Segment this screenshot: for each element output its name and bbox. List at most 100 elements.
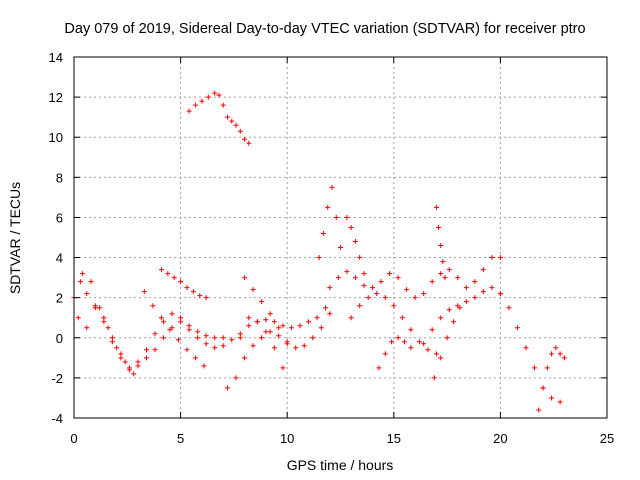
series-trace-r [497,291,563,405]
series-trace-m [348,291,439,357]
series-trace-j [316,184,343,261]
data-point [325,204,331,210]
data-point [84,325,90,331]
series-trace-l [344,214,367,277]
data-point [88,279,94,285]
data-point [233,122,239,128]
data-point [80,271,86,277]
data-point [193,355,199,361]
data-point [195,335,201,341]
data-point [161,335,167,341]
data-point [369,285,375,291]
data-point [193,102,199,108]
data-point [561,355,567,361]
x-tick-label: 20 [493,431,507,446]
data-point [352,239,358,245]
data-point [489,285,495,291]
data-point [421,291,427,297]
data-point [271,319,277,325]
y-tick-label: 2 [56,291,63,306]
data-point [314,315,320,321]
plot-frame [73,56,608,419]
data-point [167,327,173,333]
data-point [225,114,231,120]
data-point [382,351,388,357]
data-point [254,319,260,325]
data-point [263,317,269,323]
data-point [318,325,324,331]
data-point [250,343,256,349]
data-point [421,341,427,347]
data-point [118,355,124,361]
data-point [246,140,252,146]
y-tick-label: 6 [56,210,63,225]
data-point [408,327,414,333]
data-point [267,311,273,317]
y-tick-label: 4 [56,251,63,266]
data-point [472,279,478,285]
data-point [158,315,164,321]
data-point [348,315,354,321]
data-point [425,347,431,353]
data-point [263,329,269,335]
data-point [220,102,226,108]
series-trace-e [158,267,209,301]
data-point [557,399,563,405]
data-point [184,347,190,353]
data-point [412,295,418,301]
data-point [203,295,209,301]
data-point [225,385,231,391]
data-point [310,335,316,341]
data-point [429,279,435,285]
y-tick-label: -4 [51,411,63,426]
data-point [433,351,439,357]
data-point [357,255,363,261]
data-point [105,325,111,331]
data-point [327,311,333,317]
data-point [237,335,243,341]
data-point [376,365,382,371]
data-point [229,118,235,124]
data-point [178,279,184,285]
data-point [433,204,439,210]
data-point [333,214,339,220]
data-point [284,339,290,345]
data-point [389,339,395,345]
data-point [97,305,103,311]
data-point [497,291,503,297]
y-tick-label: -2 [51,371,63,386]
data-point [178,319,184,325]
data-point [323,305,329,311]
data-point [141,289,147,295]
data-point [365,295,371,301]
data-point [297,323,303,329]
y-tick-label: 0 [56,331,63,346]
data-point [114,345,120,351]
data-point [77,279,83,285]
chart-title: Day 079 of 2019, Sidereal Day-to-day VTE… [64,21,585,37]
data-point [161,319,167,325]
data-point [271,345,277,351]
y-tick-label: 10 [49,130,63,145]
data-point [293,345,299,351]
data-point [429,327,435,333]
data-point [229,337,235,343]
data-point [280,365,286,371]
data-point [446,307,452,313]
data-point [184,285,190,291]
data-point [438,243,444,249]
data-point [131,371,137,377]
data-point [438,271,444,277]
series-trace-n [376,335,414,371]
data-point [233,375,239,381]
data-point [165,271,171,277]
data-point [344,269,350,275]
data-point [553,345,559,351]
data-point [438,355,444,361]
data-point [408,345,414,351]
data-point [436,224,442,230]
data-point [212,345,218,351]
data-point [150,303,156,309]
data-point [463,299,469,305]
